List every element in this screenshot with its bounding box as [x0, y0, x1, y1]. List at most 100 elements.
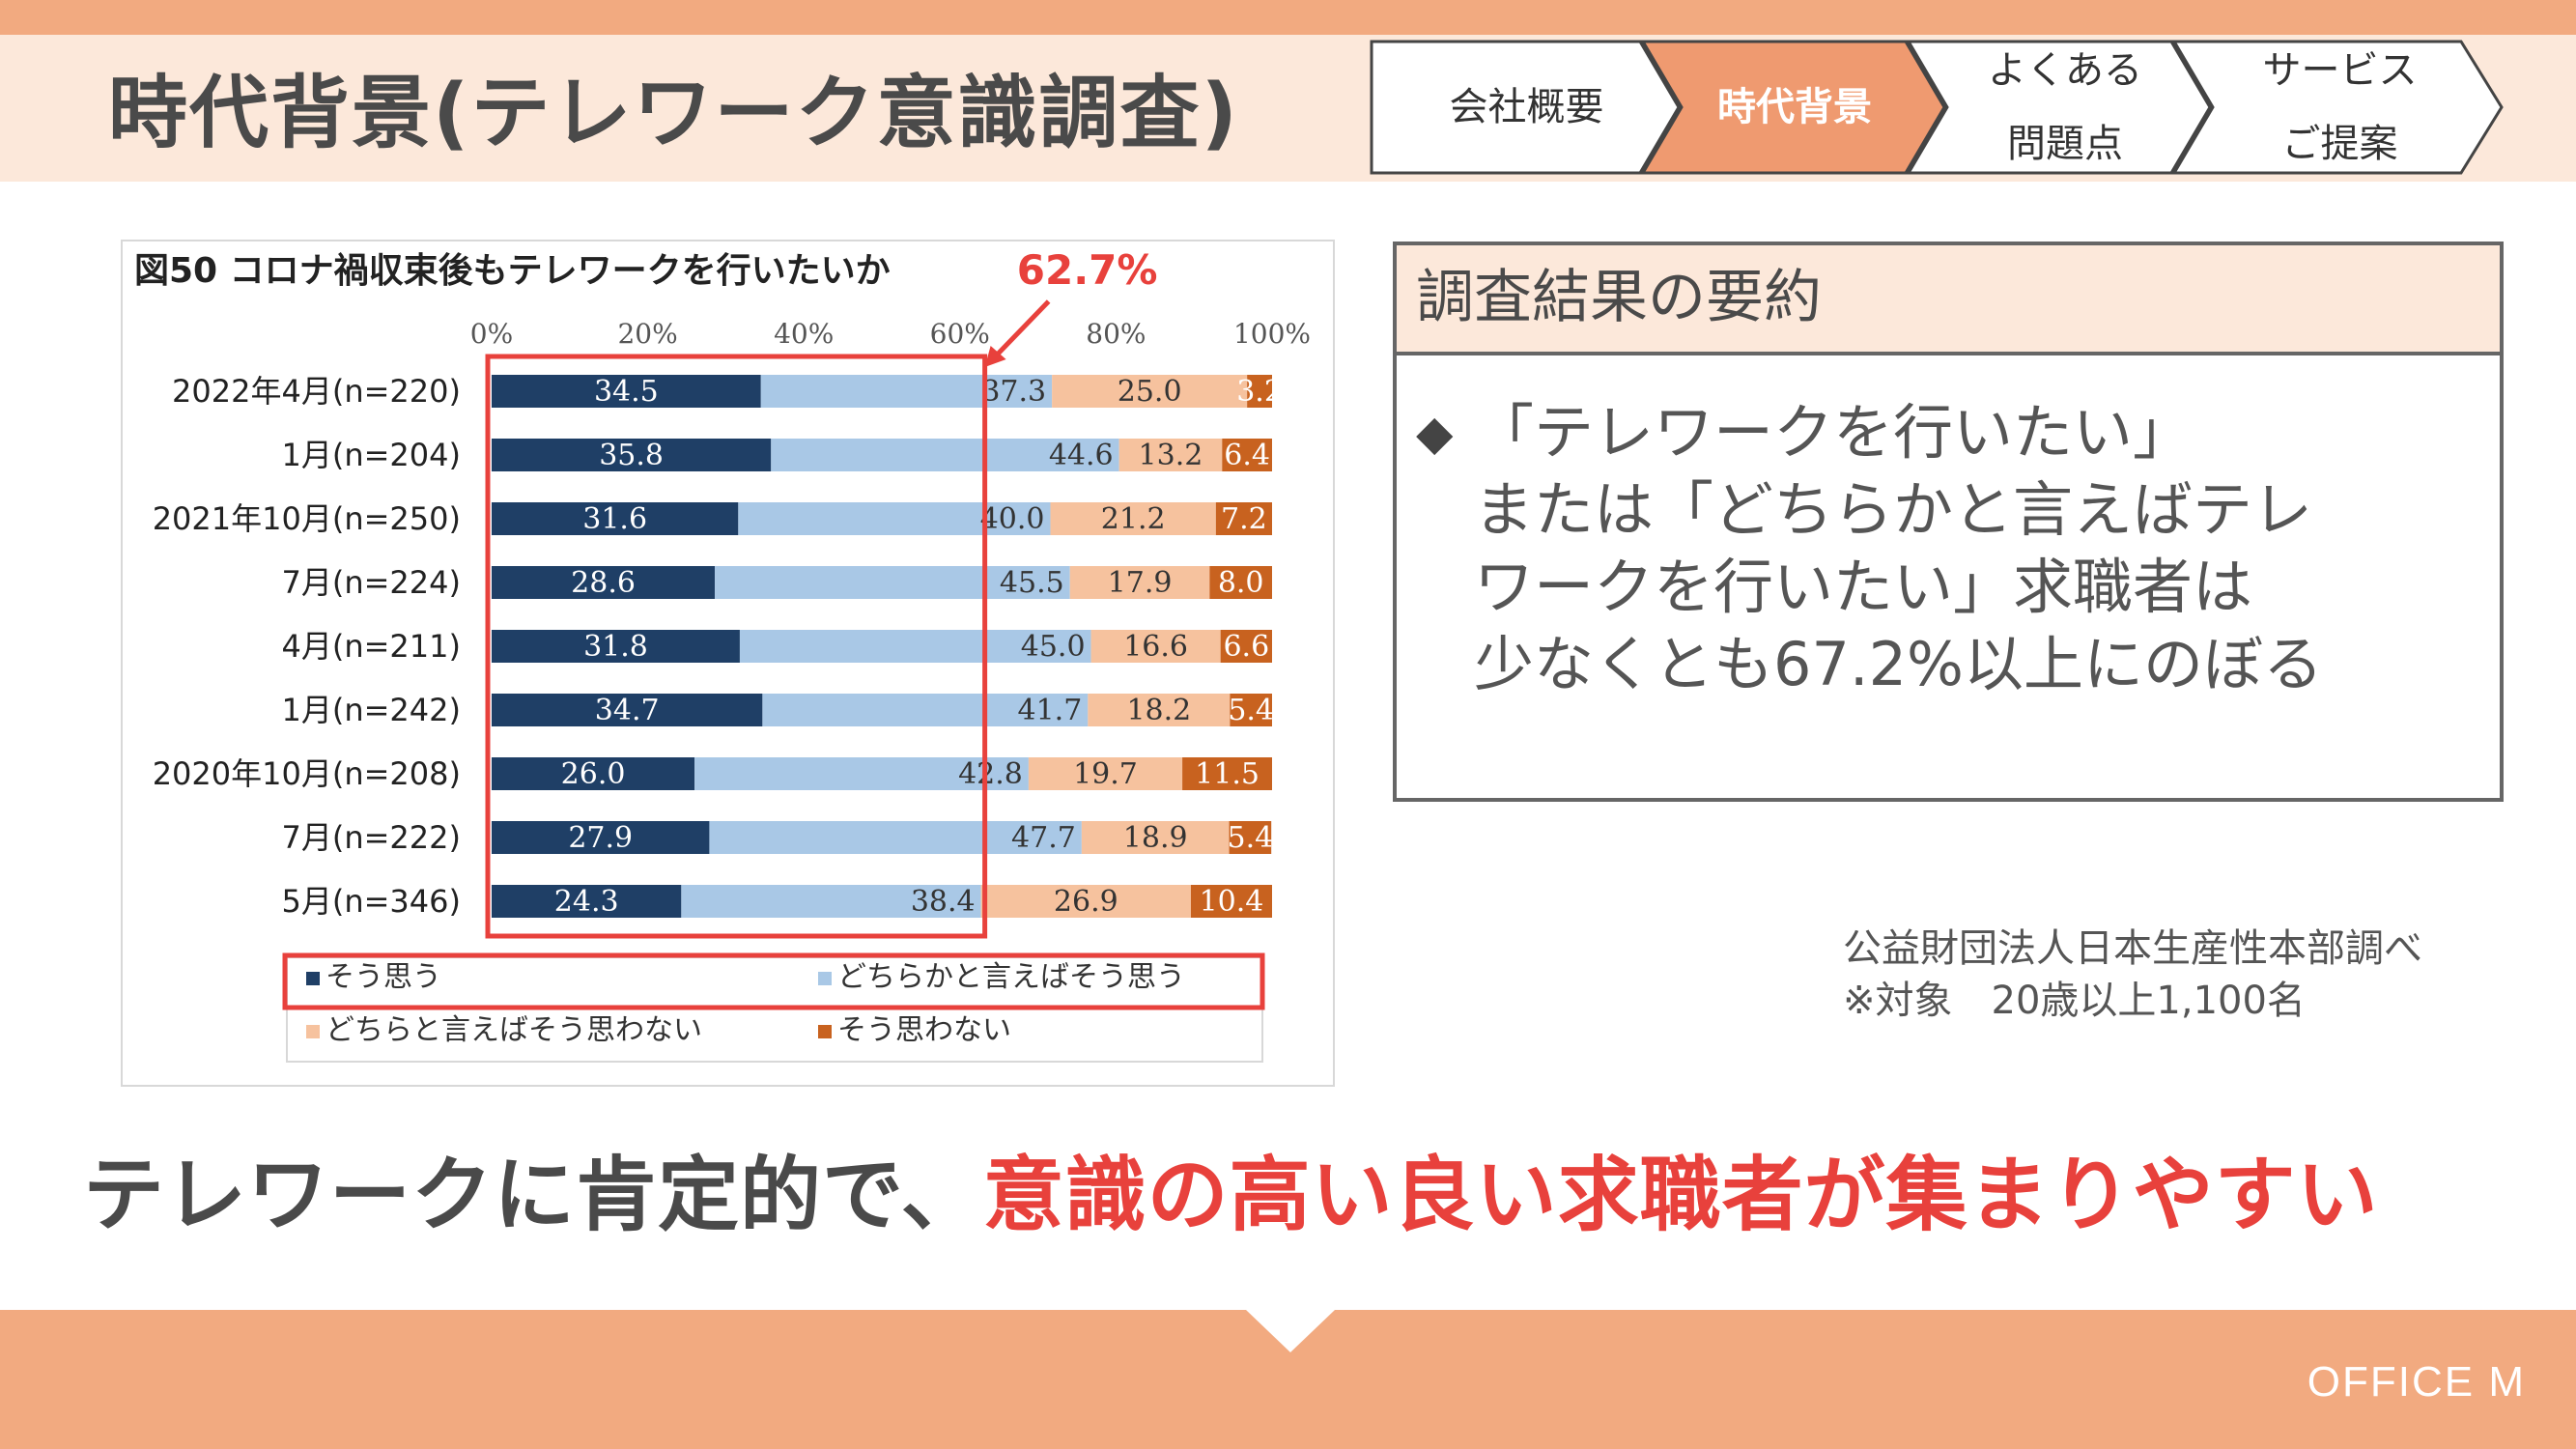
nav-step-proposal[interactable]: サービス ご提案	[2202, 34, 2477, 181]
data-label: 37.3	[981, 375, 1046, 409]
annotation-label: 62.7%	[1017, 246, 1158, 294]
legend-label: どちらかと言えばそう思う	[837, 960, 1185, 994]
nav-step-4-shape	[2171, 40, 2504, 175]
category-label: 4月(n=211)	[281, 628, 461, 665]
data-label: 5.4	[1228, 821, 1274, 855]
chart-title: 図50 コロナ禍収束後もテレワークを行いたいか	[134, 251, 891, 291]
data-label: 17.9	[1108, 566, 1173, 600]
category-label: 7月(n=224)	[281, 564, 461, 601]
key-message: テレワークに肯定的で、意識の高い良い求職者が集まりやすい	[83, 1130, 2379, 1247]
bar-segment	[771, 439, 1119, 471]
legend-label: どちらと言えばそう思わない	[326, 1013, 702, 1047]
bar-segment	[715, 566, 1070, 599]
data-label: 18.2	[1126, 694, 1191, 727]
data-label: 7.2	[1221, 502, 1267, 536]
data-label: 10.4	[1200, 885, 1264, 919]
legend-swatch	[306, 972, 320, 985]
category-label: 1月(n=242)	[281, 692, 461, 728]
data-label: 8.0	[1218, 566, 1264, 600]
bar-segment	[492, 502, 739, 535]
bar-segment	[1028, 757, 1183, 790]
x-tick-label: 80%	[1086, 318, 1146, 350]
bar-segment	[1220, 630, 1272, 663]
summary-line-2: または「どちらかと言えばテレ	[1474, 474, 2313, 545]
nav-step-issues[interactable]: よくある 問題点	[1930, 34, 2200, 181]
bar-segment	[760, 375, 1053, 408]
legend-highlight-box	[282, 952, 1265, 1010]
data-label: 18.9	[1123, 821, 1188, 855]
nav-step-company[interactable]: 会社概要	[1389, 71, 1664, 144]
bar-segment	[1247, 375, 1272, 408]
source-line-2: ※対象 20歳以上1,100名	[1843, 979, 2306, 1023]
category-label: 7月(n=222)	[281, 819, 461, 856]
data-label: 11.5	[1195, 757, 1260, 791]
source-note: 公益財団法人日本生産性本部調べ ※対象 20歳以上1,100名	[1843, 923, 2422, 1027]
highlight-box	[485, 354, 988, 939]
top-accent-strip	[0, 0, 2576, 35]
bar-segment	[1222, 439, 1272, 471]
progress-nav: 会社概要 時代背景 よくある 問題点 サービス ご提案	[1370, 39, 2509, 176]
page-title: 時代背景(テレワーク意識調査)	[108, 68, 1239, 159]
bar-segment	[492, 694, 763, 726]
legend-swatch	[818, 1025, 832, 1038]
category-label: 2021年10月(n=250)	[153, 500, 461, 537]
legend-swatch	[818, 972, 832, 985]
bar-segment	[1118, 439, 1223, 471]
bar-segment	[980, 885, 1191, 918]
source-line-1: 公益財団法人日本生産性本部調べ	[1843, 926, 2422, 971]
data-label: 42.8	[958, 757, 1023, 791]
data-label: 16.6	[1123, 630, 1188, 664]
nav-step-2-shape	[1640, 40, 1946, 175]
x-tick-label: 60%	[930, 318, 990, 350]
progress-nav-arrows	[1370, 40, 2504, 175]
bar-segment	[492, 821, 710, 854]
category-label: 1月(n=204)	[281, 437, 461, 473]
nav-step-issues-line2: 問題点	[2007, 122, 2123, 166]
data-label: 31.8	[583, 630, 648, 664]
nav-step-background[interactable]: 時代背景	[1659, 71, 1930, 144]
data-label: 35.8	[599, 439, 664, 472]
data-label: 47.7	[1011, 821, 1076, 855]
bar-segment	[1209, 566, 1272, 599]
telework-survey-chart: 図50 コロナ禍収束後もテレワークを行いたいか 0% 20% 40% 60% 80% 100…	[121, 240, 1335, 1087]
data-label: 34.5	[594, 375, 659, 409]
bar-segment	[492, 757, 695, 790]
data-label: 40.0	[980, 502, 1045, 536]
bar-segment	[1052, 375, 1248, 408]
x-tick-label: 100%	[1233, 318, 1311, 350]
data-label: 6.4	[1224, 439, 1270, 472]
legend-label: そう思わない	[837, 1013, 1011, 1047]
data-label: 34.7	[595, 694, 660, 727]
annotation-arrow-head	[984, 346, 1006, 367]
bar-segment	[1190, 885, 1272, 918]
chart-svg: 図50 コロナ禍収束後もテレワークを行いたいか 0% 20% 40% 60% 80% 100…	[134, 246, 1311, 1063]
summary-line-3: ワークを行いたい」求職者は	[1474, 552, 2253, 622]
bar-segment	[709, 821, 1082, 854]
bar-segment	[1229, 821, 1272, 854]
nav-step-issues-line1: よくある	[1988, 48, 2142, 93]
x-tick-label: 20%	[617, 318, 677, 350]
nav-step-proposal-line2: ご提案	[2281, 122, 2398, 166]
annotation-arrow-line	[990, 299, 1051, 361]
data-label: 45.5	[1000, 566, 1064, 600]
x-tick-label: 0%	[470, 318, 513, 350]
data-label: 45.0	[1021, 630, 1086, 664]
nav-step-proposal-line1: サービス	[2262, 48, 2418, 93]
data-label: 26.9	[1054, 885, 1118, 919]
bar-segment	[694, 757, 1029, 790]
data-label: 5.4	[1228, 694, 1274, 727]
bar-segment	[1182, 757, 1272, 790]
summary-body: ◆ 「テレワークを行いたい」 または「どちらかと言えばテレ ワークを行いたい」求…	[1397, 355, 2500, 703]
data-label: 19.7	[1073, 757, 1138, 791]
nav-step-1-shape	[1370, 40, 1681, 175]
bar-segment	[1230, 694, 1272, 726]
bar-segment	[1088, 694, 1231, 726]
bar-segment	[492, 375, 761, 408]
bar-segment	[492, 566, 716, 599]
key-message-part1: テレワークに肯定的で、	[83, 1148, 983, 1242]
category-label: 2020年10月(n=208)	[153, 755, 461, 792]
data-label: 27.9	[568, 821, 633, 855]
bar-segment	[762, 694, 1089, 726]
data-label: 6.6	[1223, 630, 1269, 664]
bar-segment	[681, 885, 981, 918]
